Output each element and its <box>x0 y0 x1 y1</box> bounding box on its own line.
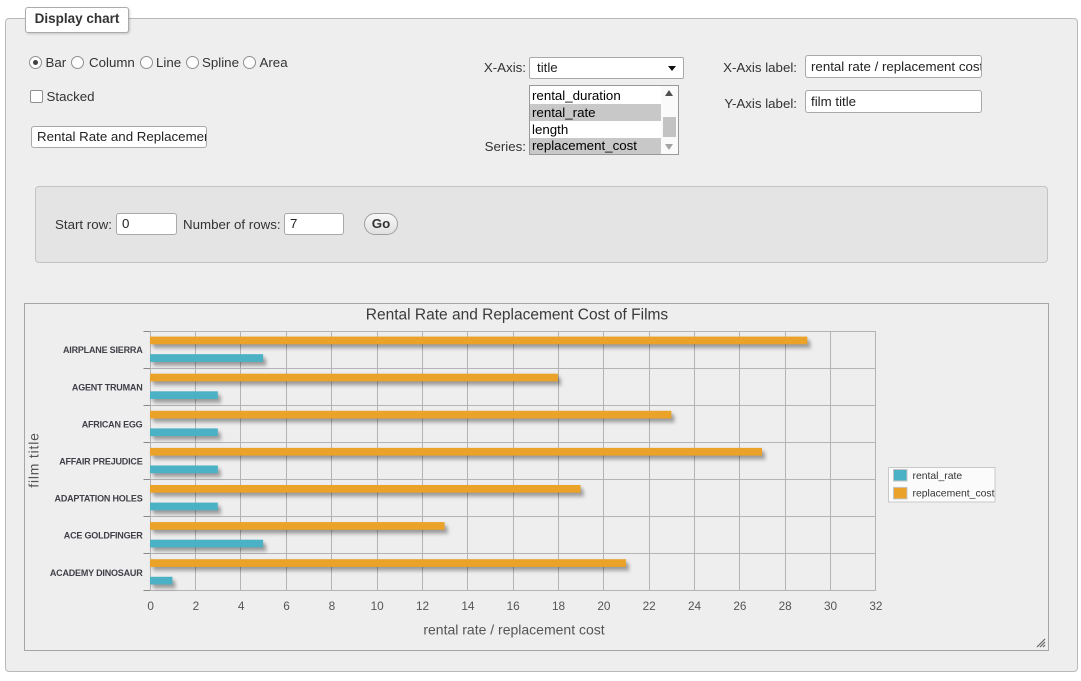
svg-text:AFRICAN EGG: AFRICAN EGG <box>82 419 143 429</box>
svg-text:0: 0 <box>147 599 154 613</box>
svg-text:ACE GOLDFINGER: ACE GOLDFINGER <box>64 531 143 541</box>
svg-text:12: 12 <box>416 599 429 613</box>
svg-text:28: 28 <box>779 599 793 613</box>
svg-text:24: 24 <box>688 599 702 613</box>
svg-text:ADAPTATION HOLES: ADAPTATION HOLES <box>55 494 143 504</box>
svg-text:4: 4 <box>238 599 245 613</box>
svg-text:replacement_cost: replacement_cost <box>913 489 995 500</box>
svg-text:10: 10 <box>371 599 385 613</box>
svg-text:film title: film title <box>26 432 42 487</box>
svg-text:32: 32 <box>869 599 882 613</box>
svg-text:8: 8 <box>329 599 336 613</box>
svg-text:14: 14 <box>461 599 475 613</box>
svg-text:16: 16 <box>507 599 521 613</box>
svg-text:AGENT TRUMAN: AGENT TRUMAN <box>72 382 143 392</box>
svg-text:20: 20 <box>597 599 611 613</box>
svg-text:Rental Rate and Replacement Co: Rental Rate and Replacement Cost of Film… <box>366 307 669 324</box>
svg-text:ACADEMY DINOSAUR: ACADEMY DINOSAUR <box>50 568 143 578</box>
svg-text:6: 6 <box>283 599 290 613</box>
svg-text:rental rate / replacement cost: rental rate / replacement cost <box>423 622 604 638</box>
svg-text:26: 26 <box>733 599 747 613</box>
svg-text:18: 18 <box>552 599 566 613</box>
svg-text:AFFAIR PREJUDICE: AFFAIR PREJUDICE <box>59 457 143 467</box>
svg-text:22: 22 <box>643 599 656 613</box>
svg-text:AIRPLANE SIERRA: AIRPLANE SIERRA <box>63 345 143 355</box>
svg-text:2: 2 <box>193 599 200 613</box>
svg-text:30: 30 <box>824 599 838 613</box>
svg-text:rental_rate: rental_rate <box>913 471 963 482</box>
